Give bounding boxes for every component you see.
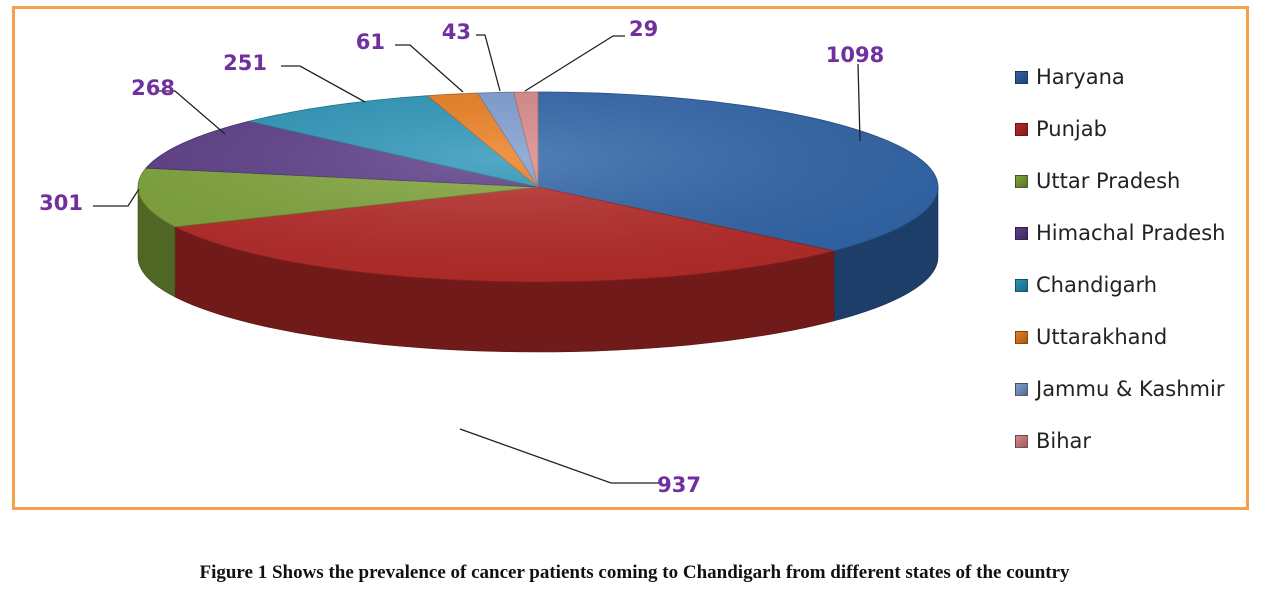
legend-swatch-uttarakhand [1015,330,1028,344]
data-label-jammu-kashmir: 43 [442,20,471,44]
legend-swatch-bihar [1015,434,1028,448]
data-label-haryana: 1098 [826,43,884,67]
legend-item-himachal-pradesh: Himachal Pradesh [1015,220,1225,246]
legend-label-chandigarh: Chandigarh [1036,273,1158,297]
leader-line-jammu-kashmir [476,34,501,92]
data-label-chandigarh: 251 [223,51,267,75]
legend-item-uttar-pradesh: Uttar Pradesh [1015,168,1180,194]
data-label-himachal-pradesh: 268 [131,76,175,100]
legend-item-bihar: Bihar [1015,428,1091,454]
data-label-bihar: 29 [629,17,658,41]
legend-label-punjab: Punjab [1036,117,1107,141]
leader-line-punjab [459,428,660,484]
figure-caption: Figure 1 Shows the prevalence of cancer … [199,562,1070,583]
pie-sheen [138,92,938,282]
legend-item-chandigarh: Chandigarh [1015,272,1157,298]
legend-swatch-jammu-kashmir [1015,382,1028,396]
legend-label-uttarakhand: Uttarakhand [1036,325,1168,349]
leader-line-uttarakhand [395,44,464,93]
leader-line-bihar [524,35,625,92]
legend-label-bihar: Bihar [1036,429,1092,453]
pie-chart: 1098 937 301 268 251 61 43 29 [39,17,939,497]
legend-item-haryana: Haryana [1015,64,1125,90]
leader-line-uttar-pradesh [93,188,140,207]
legend-item-jammu-kashmir: Jammu & Kashmir [1015,376,1224,402]
legend-label-jammu-kashmir: Jammu & Kashmir [1036,377,1225,401]
legend-swatch-chandigarh [1015,278,1028,292]
data-label-punjab: 937 [657,473,701,497]
chart-frame: 1098 937 301 268 251 61 43 29 Haryana Punjab Utta… [12,6,1249,510]
legend-label-uttar-pradesh: Uttar Pradesh [1036,169,1181,193]
legend-label-haryana: Haryana [1036,65,1125,89]
leader-line-chandigarh [281,65,366,103]
legend-item-punjab: Punjab [1015,116,1107,142]
leader-line-haryana [857,63,861,142]
legend-label-himachal-pradesh: Himachal Pradesh [1036,221,1226,245]
data-label-uttarakhand: 61 [356,30,385,54]
legend-swatch-himachal-pradesh [1015,226,1028,240]
leader-line-himachal-pradesh [159,90,226,135]
legend-item-uttarakhand: Uttarakhand [1015,324,1167,350]
legend-swatch-uttar-pradesh [1015,174,1028,188]
data-label-uttar-pradesh: 301 [39,191,83,215]
legend-swatch-punjab [1015,122,1028,136]
legend-swatch-haryana [1015,70,1028,84]
